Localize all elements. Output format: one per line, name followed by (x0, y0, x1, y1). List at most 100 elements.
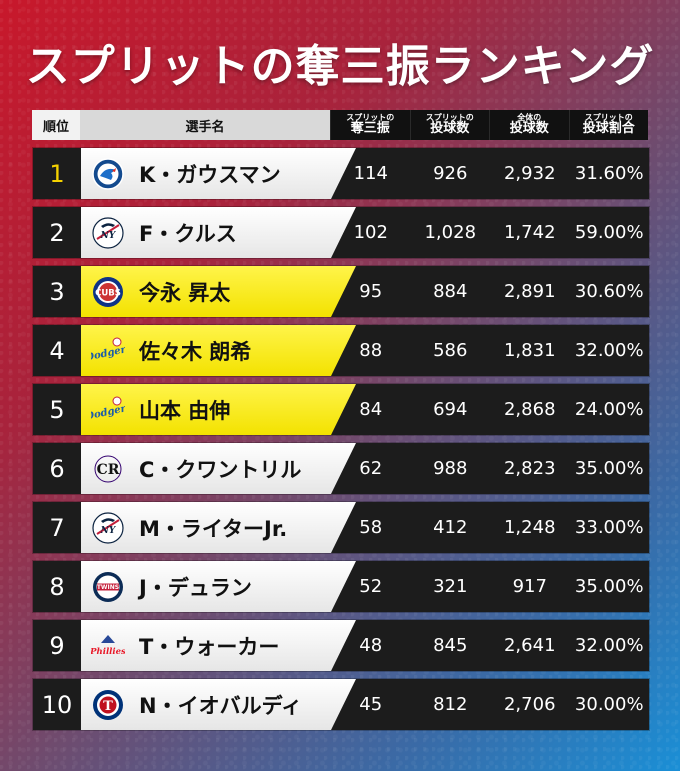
yankees-logo-icon: NY (91, 216, 125, 250)
header-split-ratio-small: スプリットの (584, 112, 633, 122)
split-strikeouts-value: 95 (359, 281, 383, 302)
phillies-logo-icon: Phillies (91, 629, 125, 663)
player-name: M・ライターJr. (139, 516, 288, 541)
player-name: 佐々木 朗希 (139, 339, 252, 364)
stats-cells: 88 586 1,831 32.00% (331, 325, 649, 376)
player-cell: Dodgers 山本 由伸 (81, 384, 356, 435)
stats-cells: 95 884 2,891 30.60% (331, 266, 649, 317)
player-name: 今永 昇太 (139, 280, 231, 305)
split-strikeouts-value: 48 (359, 635, 383, 656)
split-pitches-value: 988 (433, 458, 468, 479)
table-row: 10 T N・イオバルディ 45 812 2,706 30.00% (32, 678, 650, 731)
svg-text:CR: CR (97, 462, 120, 478)
split-strikeouts-value: 52 (359, 576, 383, 597)
total-pitches-value: 2,823 (503, 458, 556, 479)
total-pitches-value: 2,932 (503, 163, 556, 184)
split-pitches-value: 586 (433, 340, 468, 361)
header-split-pitches: スプリットの 投球数 (409, 110, 489, 140)
rank-number: 7 (33, 502, 81, 553)
stats-cells: 102 1,028 1,742 59.00% (331, 207, 649, 258)
svg-text:T: T (103, 699, 113, 714)
rank-number: 6 (33, 443, 81, 494)
player-cell: NY F・クルス (81, 207, 356, 258)
stats-cells: 114 926 2,932 31.60% (331, 148, 649, 199)
total-pitches-value: 2,891 (503, 281, 556, 302)
player-name: J・デュラン (139, 575, 252, 600)
header-total-pitches-big: 投球数 (509, 121, 549, 137)
split-ratio-value: 32.00% (574, 635, 644, 656)
player-name: C・クワントリル (139, 457, 302, 482)
table-row: 1 K・ガウスマン 114 926 2,932 31.60% (32, 147, 650, 200)
player-name: F・クルス (139, 221, 237, 246)
total-pitches-value: 1,742 (503, 222, 556, 243)
player-cell: K・ガウスマン (81, 148, 356, 199)
dodgers-logo-icon: Dodgers (91, 334, 125, 368)
stats-cells: 62 988 2,823 35.00% (331, 443, 649, 494)
split-ratio-value: 33.00% (574, 517, 644, 538)
split-strikeouts-value: 62 (359, 458, 383, 479)
header-rank: 順位 (32, 110, 80, 140)
split-pitches-value: 884 (433, 281, 468, 302)
header-total-pitches: 全体の 投球数 (489, 110, 569, 140)
table-row: 9 Phillies T・ウォーカー 48 845 2,641 32.00% (32, 619, 650, 672)
table-row: 4 Dodgers 佐々木 朗希 88 586 1,831 32.00% (32, 324, 650, 377)
total-pitches-value: 917 (512, 576, 547, 597)
table-row: 6 CR C・クワントリル 62 988 2,823 35.00% (32, 442, 650, 495)
split-strikeouts-value: 58 (359, 517, 383, 538)
total-pitches-value: 2,706 (503, 694, 556, 715)
stats-cells: 58 412 1,248 33.00% (331, 502, 649, 553)
header-split-strikeouts-small: スプリットの (346, 112, 395, 122)
player-cell: T N・イオバルディ (81, 679, 356, 730)
blue-jays-logo-icon (91, 157, 125, 191)
player-cell: CUBS 今永 昇太 (81, 266, 356, 317)
player-cell: TWINS J・デュラン (81, 561, 356, 612)
svg-text:Dodgers: Dodgers (91, 402, 125, 423)
header-split-ratio-big: 投球割合 (582, 121, 635, 137)
player-cell: NY M・ライターJr. (81, 502, 356, 553)
total-pitches-value: 1,248 (503, 517, 556, 538)
player-cell: CR C・クワントリル (81, 443, 356, 494)
table-header: 順位 選手名 スプリットの 奪三振 スプリットの 投球数 全体の 投球数 スプリ… (32, 110, 648, 140)
stats-cells: 48 845 2,641 32.00% (331, 620, 649, 671)
svg-text:TWINS: TWINS (97, 584, 119, 591)
split-ratio-value: 35.00% (574, 576, 644, 597)
header-split-strikeouts-big: 奪三振 (350, 121, 390, 137)
player-cell: Dodgers 佐々木 朗希 (81, 325, 356, 376)
total-pitches-value: 2,641 (503, 635, 556, 656)
stats-cells: 52 321 917 35.00% (331, 561, 649, 612)
player-cell: Phillies T・ウォーカー (81, 620, 356, 671)
split-ratio-value: 30.60% (574, 281, 644, 302)
header-player: 選手名 (80, 110, 330, 140)
rank-number: 3 (33, 266, 81, 317)
table-row: 3 CUBS 今永 昇太 95 884 2,891 30.60% (32, 265, 650, 318)
rangers-logo-icon: T (91, 688, 125, 722)
split-ratio-value: 24.00% (574, 399, 644, 420)
stats-cells: 45 812 2,706 30.00% (331, 679, 649, 730)
split-ratio-value: 31.60% (574, 163, 644, 184)
svg-text:NY: NY (100, 231, 117, 241)
dodgers-logo-icon: Dodgers (91, 393, 125, 427)
rockies-logo-icon: CR (91, 452, 125, 486)
total-pitches-value: 2,868 (503, 399, 556, 420)
yankees-logo-icon: NY (91, 511, 125, 545)
split-pitches-value: 845 (433, 635, 468, 656)
rank-number: 8 (33, 561, 81, 612)
page-title: スプリットの奪三振ランキング (25, 41, 655, 92)
rank-number: 1 (33, 148, 81, 199)
rank-number: 2 (33, 207, 81, 258)
svg-text:CUBS: CUBS (95, 288, 121, 298)
table-row: 8 TWINS J・デュラン 52 321 917 35.00% (32, 560, 650, 613)
rank-number: 10 (33, 679, 81, 730)
split-strikeouts-value: 45 (359, 694, 383, 715)
cubs-logo-icon: CUBS (91, 275, 125, 309)
svg-text:Dodgers: Dodgers (91, 343, 125, 364)
player-name: N・イオバルディ (139, 693, 303, 718)
header-split-ratio: スプリットの 投球割合 (568, 110, 648, 140)
split-pitches-value: 812 (433, 694, 468, 715)
split-strikeouts-value: 102 (353, 222, 388, 243)
player-name: K・ガウスマン (139, 162, 281, 187)
split-ratio-value: 30.00% (574, 694, 644, 715)
stats-cells: 84 694 2,868 24.00% (331, 384, 649, 435)
split-strikeouts-value: 114 (353, 163, 388, 184)
table-row: 2 NY F・クルス 102 1,028 1,742 59.00% (32, 206, 650, 259)
